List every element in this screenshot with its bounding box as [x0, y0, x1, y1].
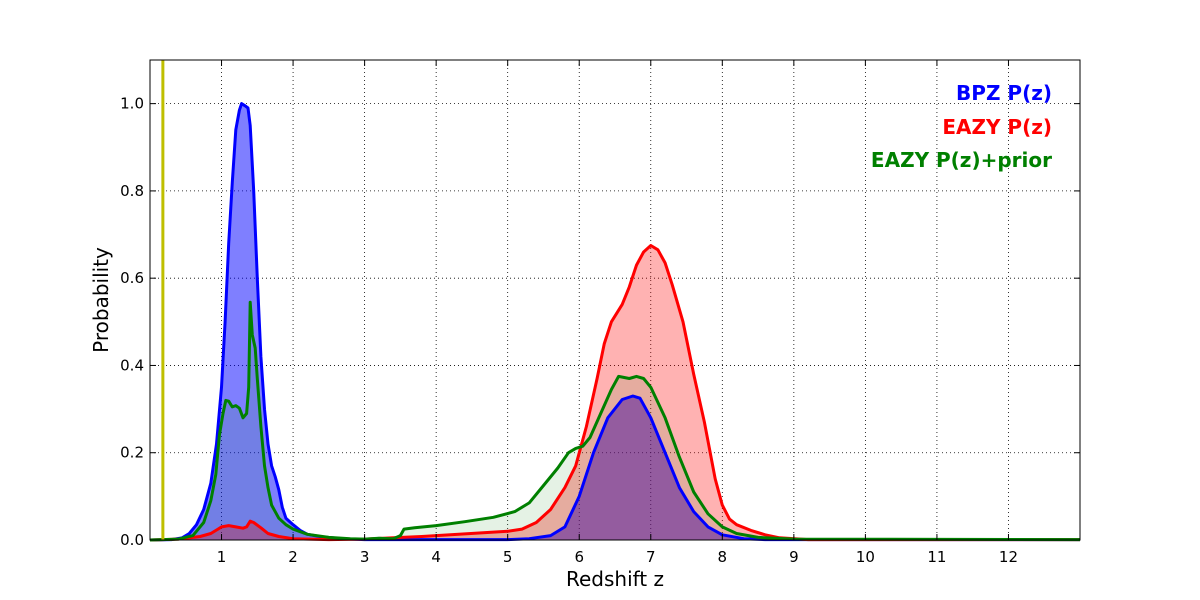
x-tick-label: 9 [789, 548, 799, 566]
x-tick-label: 6 [574, 548, 584, 566]
y-axis-label: Probability [89, 247, 113, 353]
series-line-0 [149, 102, 1080, 542]
x-tick-label: 4 [431, 548, 441, 566]
legend-entry-2: EAZY P(z)+prior [871, 148, 1052, 172]
legend: BPZ P(z) EAZY P(z) EAZY P(z)+prior [871, 81, 1052, 172]
y-tick-label: 1.0 [120, 95, 144, 113]
y-tick-label: 0.2 [120, 444, 144, 462]
x-axis-label: Redshift z [566, 567, 664, 591]
legend-entry-0: BPZ P(z) [956, 81, 1052, 105]
series-line-2 [149, 300, 1081, 542]
tick-labels: 1 2 3 4 5 6 7 8 9 10 11 120.00.20.40.60.81.0 [120, 95, 1018, 566]
series-areas [150, 103, 1080, 540]
legend-entry-1: EAZY P(z) [942, 115, 1052, 139]
y-tick-label: 0.4 [120, 356, 144, 374]
x-tick-label: 7 [646, 548, 656, 566]
x-tick-label: 3 [360, 548, 370, 566]
y-tick-label: 0.0 [120, 531, 144, 549]
ticks [150, 60, 1080, 541]
x-tick-label: 1 [217, 548, 227, 566]
x-tick-label: 8 [718, 548, 728, 566]
series-area-0 [150, 103, 1080, 540]
x-tick-label: 10 [856, 548, 875, 566]
series-area-1 [150, 245, 1080, 540]
series-line-1 [149, 244, 1080, 542]
x-tick-label: 2 [288, 548, 298, 566]
series-area-2 [150, 302, 1080, 540]
x-tick-label: 5 [503, 548, 513, 566]
plot-frame [149, 59, 1081, 541]
series-lines [149, 102, 1081, 542]
y-tick-label: 0.6 [120, 269, 144, 287]
x-tick-label: 12 [999, 548, 1018, 566]
x-tick-label: 11 [927, 548, 946, 566]
y-tick-label: 0.8 [120, 182, 144, 200]
